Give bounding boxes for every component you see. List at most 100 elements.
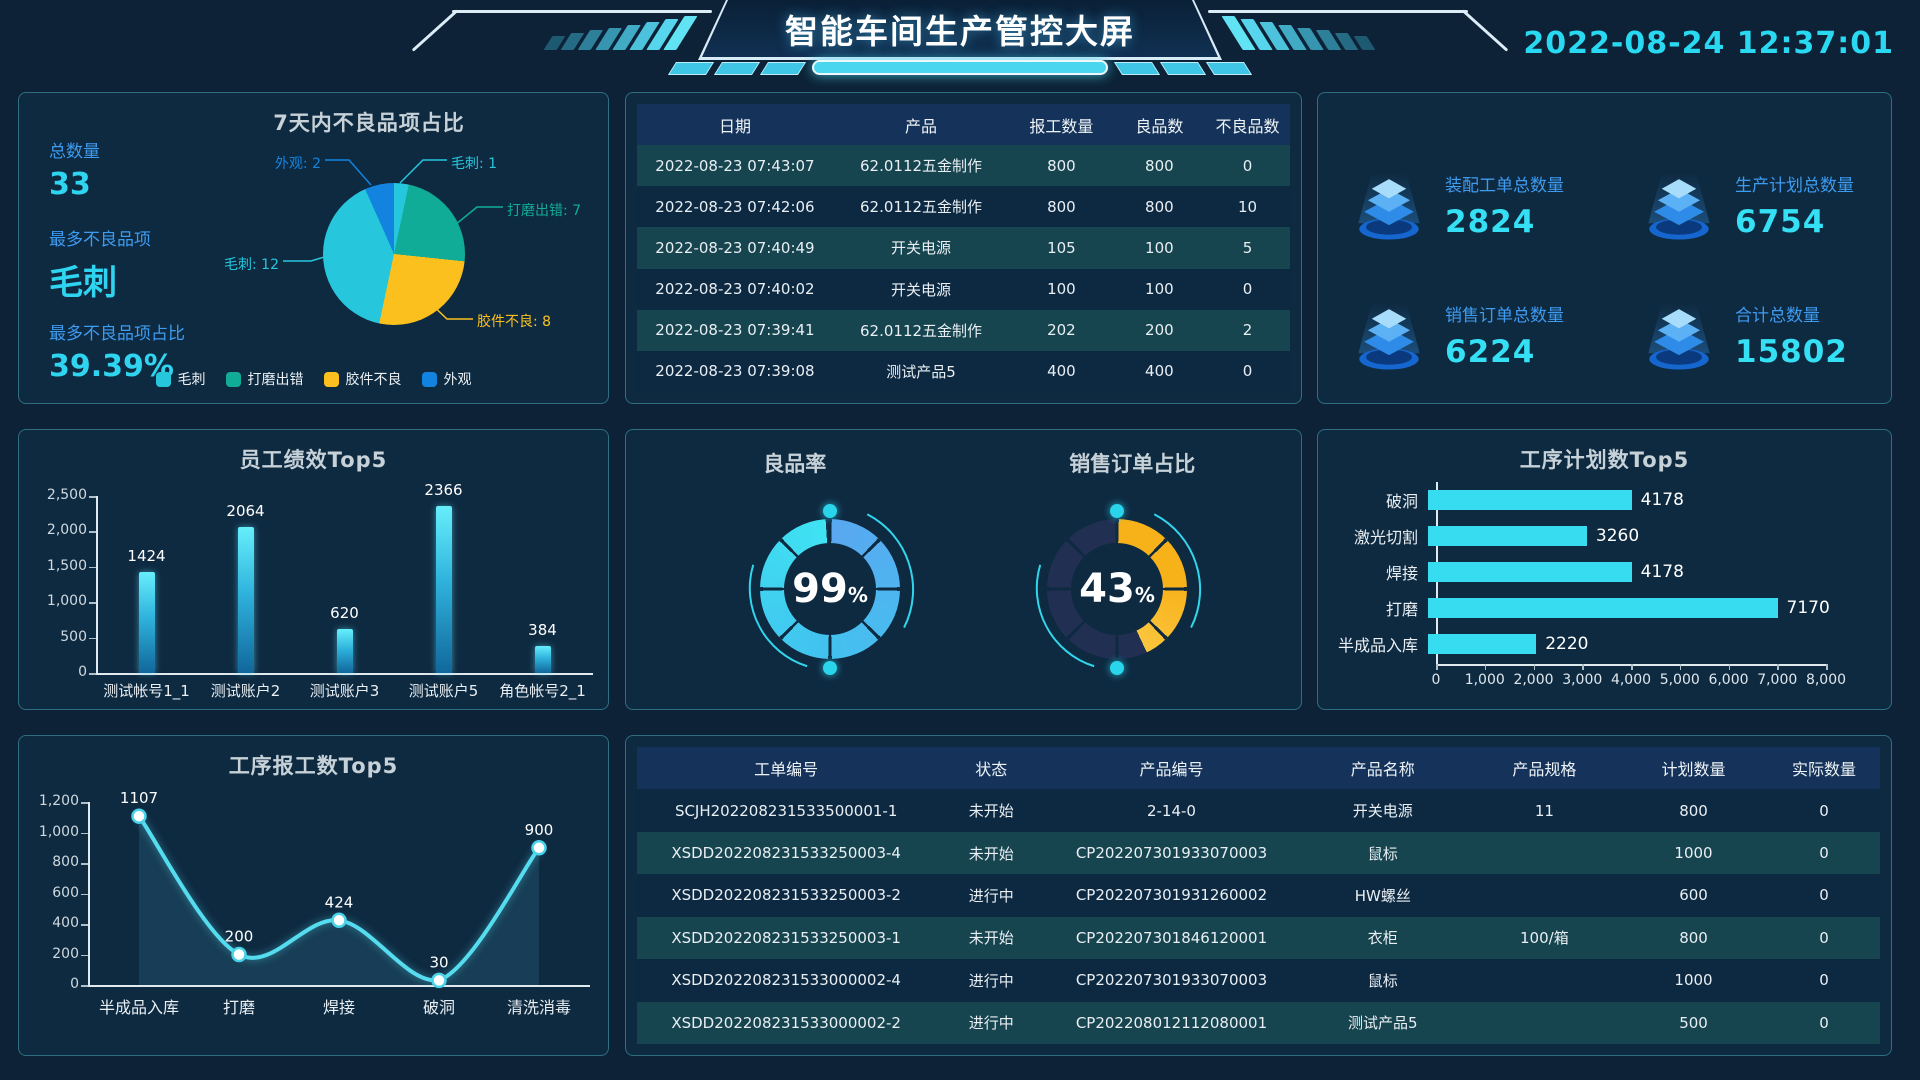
column-header: 产品编号 xyxy=(1139,760,1204,780)
line-area-fill xyxy=(139,816,539,985)
table-row: 2022-08-23 07:42:06 62.0112五金制作 800 800 … xyxy=(637,186,1290,228)
cell: 800 xyxy=(1145,197,1174,216)
table-header-row: 日期 产品 报工数量 良品数 不良品数 xyxy=(637,104,1290,146)
stat-value: 39.39% xyxy=(49,349,174,384)
work-order-table-panel: 工单编号 状态 产品编号 产品名称 产品规格 计划数量 实际数量 SCJH202… xyxy=(625,735,1892,1056)
cell: 测试产品5 xyxy=(886,362,956,381)
card-text: 装配工单总数量 2824 xyxy=(1445,171,1564,240)
x-axis-line xyxy=(96,673,593,675)
bar-value-label: 2366 xyxy=(424,480,463,499)
grand-total-card: 合计总数量 15802 xyxy=(1633,278,1898,393)
stat-value: 毛刺 xyxy=(49,263,117,303)
cell: 800 xyxy=(1047,197,1076,216)
card-value: 6754 xyxy=(1735,204,1826,240)
legend-label: 打磨出错 xyxy=(247,372,304,388)
bar-value-label: 7170 xyxy=(1786,598,1830,618)
card-label: 装配工单总数量 xyxy=(1445,176,1564,196)
cell: SCJH202208231533500001-1 xyxy=(674,801,898,820)
category-label: 激光切割 xyxy=(1353,528,1418,547)
y-tick-mark xyxy=(81,832,89,834)
column-header: 产品 xyxy=(905,116,938,136)
table-row: 2022-08-23 07:39:41 62.0112五金制作 202 200 … xyxy=(637,309,1290,351)
bar-value-label: 4178 xyxy=(1640,562,1684,582)
card-text: 生产计划总数量 6754 xyxy=(1735,171,1854,240)
cell: 202 xyxy=(1047,321,1076,340)
cell: 200 xyxy=(1145,321,1174,340)
legend-swatch xyxy=(323,371,339,387)
cell: 开关电源 xyxy=(1352,802,1413,821)
sales-order-gauge: 43 % xyxy=(1006,478,1228,700)
card-label: 销售订单总数量 xyxy=(1445,306,1564,326)
x-tick-mark xyxy=(1826,664,1828,670)
cell: 0 xyxy=(1819,928,1829,947)
cell: 62.0112五金制作 xyxy=(860,321,983,340)
cell: 100 xyxy=(1145,280,1174,299)
pie-slice-label: 毛刺: 1 xyxy=(451,156,498,172)
y-axis-line xyxy=(96,496,98,673)
y-tick-mark xyxy=(81,985,89,987)
table-row: XSDD202208231533000002-4 进行中 CP202207301… xyxy=(637,959,1880,1002)
x-tick-mark xyxy=(1679,664,1682,670)
y-tick-mark xyxy=(81,863,89,865)
cell: 800 xyxy=(1679,928,1708,947)
cell: XSDD202208231533250003-4 xyxy=(671,844,901,863)
sales-gauge-title: 销售订单占比 xyxy=(1069,452,1196,476)
y-tick-mark xyxy=(81,893,89,895)
segment-decoration xyxy=(713,62,761,75)
gauges-panel: 良品率 销售订单占比 99 % 43 % xyxy=(625,429,1302,710)
x-tick-label: 6,000 xyxy=(1708,672,1749,688)
hbar-row: 焊接 4178 xyxy=(1318,554,1891,590)
gauge-center: 99 % xyxy=(784,543,876,635)
cell: 进行中 xyxy=(968,1014,1014,1033)
title-banner: 智能车间生产管控大屏 xyxy=(702,0,1218,57)
bar xyxy=(1428,598,1778,618)
header-left-line-diagonal xyxy=(411,9,459,52)
bar-value-label: 620 xyxy=(330,604,359,623)
hbar-track: 4178 xyxy=(1428,490,1891,510)
x-tick-label: 3,000 xyxy=(1562,672,1603,688)
top-defect-ratio-stat: 最多不良品项占比 39.39% xyxy=(49,319,185,384)
cell: 0 xyxy=(1242,156,1253,175)
legend-item: 外观 xyxy=(421,369,472,389)
totals-panel: 装配工单总数量 2824 生产计划总数量 6754 xyxy=(1317,92,1892,404)
bar-value-label: 384 xyxy=(528,620,557,639)
cell: 未开始 xyxy=(968,802,1014,821)
y-tick-mark xyxy=(89,637,97,640)
cell: CP202207301931260002 xyxy=(1075,886,1268,905)
bar-value-label: 2220 xyxy=(1545,634,1589,654)
column-header: 产品名称 xyxy=(1350,760,1415,780)
table-row: XSDD202208231533250003-4 未开始 CP202207301… xyxy=(637,831,1880,875)
category-label: 半成品入库 xyxy=(98,998,179,1017)
yield-gauge-title: 良品率 xyxy=(763,452,827,476)
category-label: 焊接 xyxy=(1385,564,1418,583)
category-label: 测试帐号1_1 xyxy=(103,682,190,700)
employee-performance-panel: 员工绩效Top5 2,500 2,000 1,500 1,000 500 0 1424 2… xyxy=(18,429,609,710)
column-header: 计划数量 xyxy=(1661,760,1726,780)
table-row: SCJH202208231533500001-1 未开始 2-14-0 开关电源… xyxy=(637,789,1880,832)
card-value: 6224 xyxy=(1445,334,1536,370)
bar xyxy=(534,645,551,673)
hbar-row: 激光切割 3260 xyxy=(1318,518,1891,554)
x-tick-label: 8,000 xyxy=(1805,672,1847,688)
table-row: 2022-08-23 07:40:49 开关电源 105 100 5 xyxy=(637,227,1290,269)
legend-swatch xyxy=(155,371,171,387)
hbar-track: 7170 xyxy=(1428,598,1891,618)
cell: 500 xyxy=(1679,1013,1708,1032)
card-value: 2824 xyxy=(1445,204,1536,240)
x-axis-category-labels: 半成品入库 打磨 焊接 破洞 清洗消毒 xyxy=(89,994,589,1018)
segment-decoration xyxy=(1205,62,1253,75)
y-tick-label: 2,500 xyxy=(46,487,87,503)
bar-slot: 2366 xyxy=(394,481,493,673)
cell: 未开始 xyxy=(968,844,1014,863)
gauge-top-dot xyxy=(1110,504,1124,518)
y-tick-label: 600 xyxy=(52,884,79,901)
category-label: 测试账户2 xyxy=(210,682,281,700)
gauge-center: 43 % xyxy=(1071,543,1163,635)
cell: 鼠标 xyxy=(1367,844,1398,863)
cell: 105 xyxy=(1047,238,1076,257)
cell: 0 xyxy=(1819,844,1829,863)
x-tick-label: 7,000 xyxy=(1757,672,1798,688)
line-value-label: 200 xyxy=(225,928,254,946)
y-tick-label: 0 xyxy=(70,976,79,992)
line-chart: 1107 200 424 30 900 xyxy=(120,789,553,989)
